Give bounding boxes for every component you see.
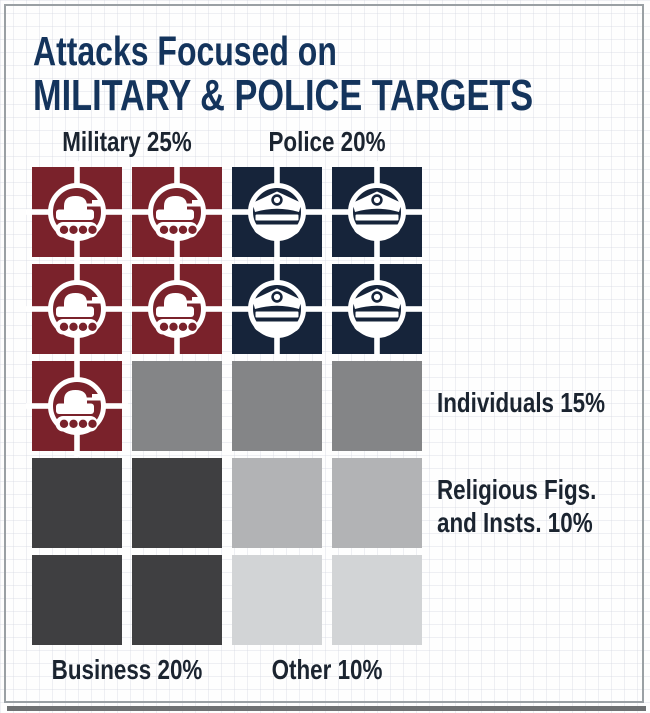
grid-cell-individuals — [332, 361, 422, 451]
grid-cell-religious — [332, 458, 422, 548]
grid-cell-business — [132, 458, 222, 548]
police-cap-target-icon — [226, 258, 328, 360]
chart-title-line2: MILITARY & POLICE TARGETS — [33, 71, 534, 120]
pictograph-grid — [26, 161, 428, 645]
grid-cell-police — [326, 161, 428, 263]
grid-cell-military — [126, 161, 228, 263]
grid-cell-police — [226, 161, 328, 263]
grid-cell-business — [32, 555, 122, 645]
label-individuals: Individuals 15% — [437, 387, 606, 418]
grid-cell-other — [332, 555, 422, 645]
grid-cell-military — [26, 258, 128, 360]
grid-cell-individuals — [232, 361, 322, 451]
grid-cell-military — [26, 161, 128, 263]
grid-cell-military — [126, 258, 228, 360]
grid-cell-business — [32, 458, 122, 548]
frame-shadow — [7, 706, 646, 711]
grid-cell-religious — [232, 458, 322, 548]
grid-cell-police — [226, 258, 328, 360]
label-business: Business 20% — [51, 654, 203, 685]
police-cap-target-icon — [326, 161, 428, 263]
grid-cell-other — [232, 555, 322, 645]
grid-cell-military — [26, 355, 128, 457]
grid-cell-individuals — [132, 361, 222, 451]
grid-cell-police — [326, 258, 428, 360]
label-religious: Religious Figs. and Insts. 10% — [437, 473, 596, 539]
tank-target-icon — [126, 258, 228, 360]
tank-target-icon — [26, 161, 128, 263]
tank-target-icon — [26, 258, 128, 360]
police-cap-target-icon — [226, 161, 328, 263]
label-police: Police 20% — [268, 126, 386, 157]
label-military: Military 25% — [62, 126, 192, 157]
tank-target-icon — [126, 161, 228, 263]
police-cap-target-icon — [326, 258, 428, 360]
grid-cell-business — [132, 555, 222, 645]
label-religious-line1: Religious Figs. — [437, 474, 597, 505]
chart-title-line1: Attacks Focused on — [33, 28, 337, 74]
tank-target-icon — [26, 355, 128, 457]
label-religious-line2: and Insts. 10% — [437, 507, 593, 538]
label-other: Other 10% — [271, 654, 383, 685]
